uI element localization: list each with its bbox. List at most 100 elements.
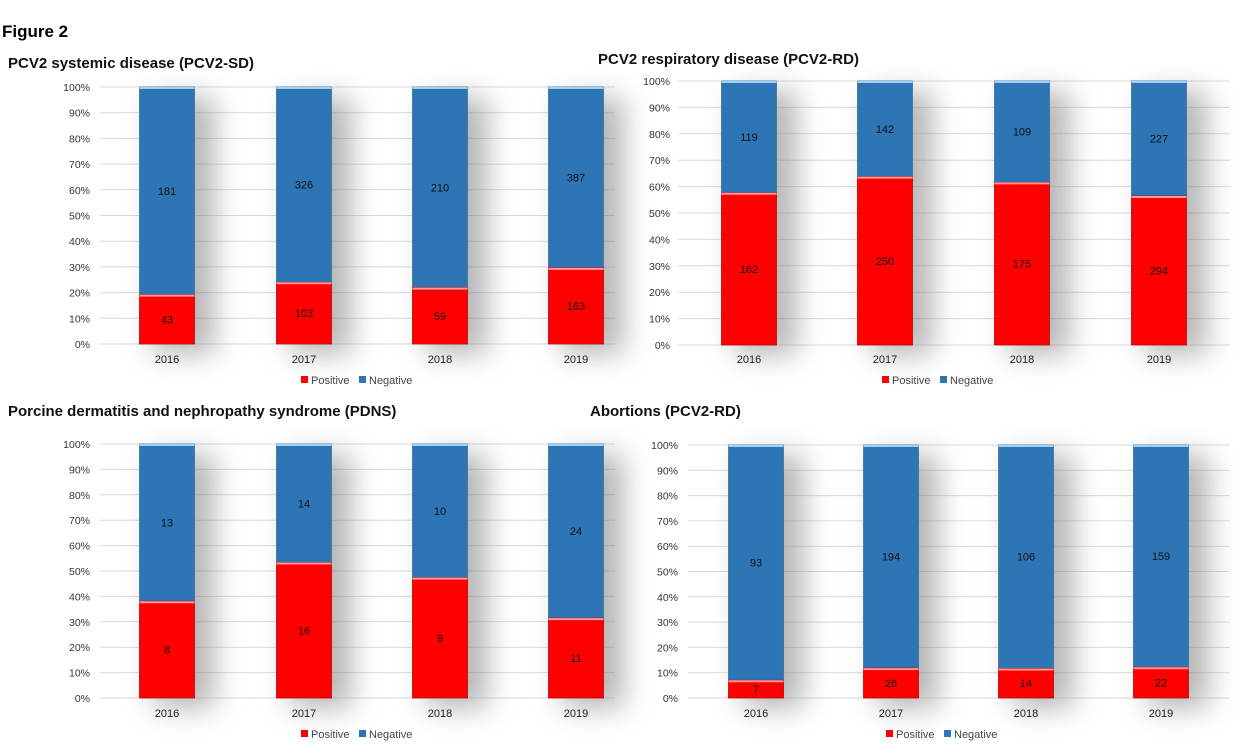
- y-tick-label: 0%: [75, 693, 90, 705]
- legend-label-positive: Positive: [892, 375, 931, 387]
- y-tick-label: 20%: [69, 642, 90, 654]
- y-tick-label: 50%: [69, 211, 90, 223]
- x-tick-label: 2018: [428, 708, 452, 720]
- data-label-negative: 14: [298, 498, 310, 510]
- y-tick-label: 80%: [657, 491, 678, 503]
- x-tick-label: 2016: [155, 708, 179, 720]
- bar-positive-2019: [548, 617, 604, 699]
- y-tick-label: 20%: [649, 287, 670, 299]
- chart-panel-3: Porcine dermatitis and nephropathy syndr…: [8, 403, 624, 741]
- bar-positive-2018: [998, 668, 1054, 699]
- figure-label: Figure 2: [2, 22, 68, 41]
- data-label-negative: 106: [1017, 552, 1035, 564]
- legend: Positive Negative: [886, 729, 997, 741]
- legend-label-positive: Positive: [311, 375, 350, 387]
- y-tick-label: 30%: [649, 261, 670, 273]
- x-tick-label: 2017: [873, 354, 897, 366]
- data-label-positive: 9: [437, 633, 443, 645]
- y-tick-label: 70%: [657, 516, 678, 528]
- bar-positive-2019: [1131, 195, 1187, 346]
- y-tick-label: 80%: [69, 490, 90, 502]
- y-tick-label: 70%: [69, 159, 90, 171]
- x-tick-label: 2018: [1010, 354, 1034, 366]
- y-tick-label: 100%: [63, 82, 90, 94]
- y-tick-label: 20%: [657, 642, 678, 654]
- data-label-negative: 13: [161, 518, 173, 530]
- data-label-negative: 227: [1150, 134, 1168, 146]
- y-tick-label: 40%: [69, 591, 90, 603]
- bar-negative-2018: [994, 80, 1050, 183]
- x-tick-label: 2019: [1149, 708, 1173, 720]
- y-tick-label: 0%: [655, 340, 670, 352]
- data-label-negative: 194: [882, 552, 900, 564]
- y-tick-label: 80%: [69, 133, 90, 145]
- data-label-positive: 59: [434, 311, 446, 323]
- data-label-positive: 22: [1155, 678, 1167, 690]
- data-label-positive: 14: [1020, 678, 1032, 690]
- data-label-negative: 119: [740, 132, 758, 144]
- bar-negative-2017: [276, 86, 332, 283]
- x-tick-label: 2018: [1014, 708, 1038, 720]
- x-tick-label: 2016: [155, 354, 179, 366]
- legend-swatch-positive: [301, 376, 308, 383]
- y-tick-label: 100%: [643, 76, 670, 88]
- bar-positive-2016: [139, 294, 195, 345]
- chart-title: PCV2 systemic disease (PCV2-SD): [8, 55, 254, 72]
- y-tick-label: 60%: [69, 185, 90, 197]
- y-tick-label: 90%: [649, 102, 670, 114]
- data-label-positive: 7: [753, 684, 759, 696]
- legend-swatch-positive: [886, 730, 893, 737]
- y-tick-label: 50%: [657, 567, 678, 579]
- bar-negative-2018: [998, 444, 1054, 669]
- data-label-negative: 24: [570, 526, 582, 538]
- y-tick-label: 0%: [663, 693, 678, 705]
- x-tick-label: 2019: [1147, 354, 1171, 366]
- chart-title: Porcine dermatitis and nephropathy syndr…: [8, 403, 396, 420]
- data-label-positive: 8: [164, 645, 170, 657]
- y-tick-label: 50%: [69, 566, 90, 578]
- x-tick-label: 2019: [564, 354, 588, 366]
- x-tick-label: 2017: [292, 354, 316, 366]
- data-label-positive: 26: [885, 678, 897, 690]
- y-tick-label: 0%: [75, 339, 90, 351]
- y-tick-label: 90%: [69, 464, 90, 476]
- bar-negative-2019: [1133, 444, 1189, 668]
- legend: Positive Negative: [301, 729, 412, 741]
- y-tick-label: 40%: [69, 236, 90, 248]
- y-tick-label: 70%: [69, 515, 90, 527]
- legend-label-negative: Negative: [369, 729, 412, 741]
- bar-negative-2019: [548, 86, 604, 269]
- data-label-positive: 103: [295, 308, 313, 320]
- chart-title: PCV2 respiratory disease (PCV2-RD): [598, 51, 859, 68]
- bar-positive-2018: [994, 181, 1050, 346]
- y-tick-label: 30%: [69, 617, 90, 629]
- data-label-positive: 162: [740, 264, 758, 276]
- y-tick-label: 30%: [657, 617, 678, 629]
- bar-positive-2016: [139, 600, 195, 699]
- legend-label-positive: Positive: [896, 729, 935, 741]
- y-tick-label: 90%: [69, 108, 90, 120]
- data-label-negative: 93: [750, 558, 762, 570]
- bar-negative-2016: [139, 86, 195, 296]
- data-label-negative: 387: [567, 172, 585, 184]
- y-tick-label: 60%: [69, 541, 90, 553]
- data-label-negative: 326: [295, 180, 313, 192]
- data-label-positive: 175: [1013, 259, 1031, 271]
- x-tick-label: 2016: [737, 354, 761, 366]
- y-tick-label: 10%: [69, 668, 90, 680]
- bar-negative-2019: [548, 443, 604, 619]
- bar-positive-2016: [721, 192, 777, 346]
- y-tick-label: 10%: [69, 313, 90, 325]
- chart-title: Abortions (PCV2-RD): [590, 403, 741, 420]
- legend-swatch-negative: [359, 376, 366, 383]
- y-tick-label: 80%: [649, 129, 670, 141]
- bar-positive-2017: [276, 562, 332, 699]
- data-label-negative: 142: [876, 124, 894, 136]
- y-tick-label: 30%: [69, 262, 90, 274]
- bar-negative-2018: [412, 443, 468, 579]
- legend-label-positive: Positive: [311, 729, 350, 741]
- y-tick-label: 40%: [657, 592, 678, 604]
- data-label-negative: 109: [1013, 127, 1031, 139]
- legend-swatch-negative: [940, 376, 947, 383]
